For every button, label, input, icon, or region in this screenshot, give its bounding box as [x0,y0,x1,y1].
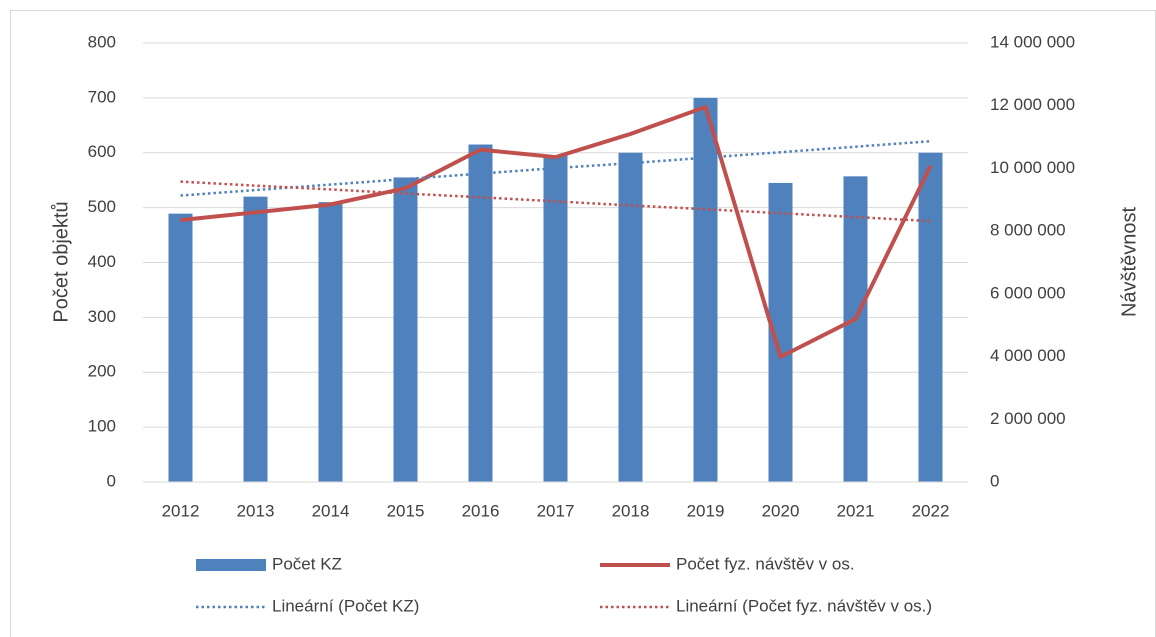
y-tick-label: 200 [88,362,116,381]
y2-tick-label: 2 000 000 [990,409,1066,428]
chart-frame [10,10,1156,637]
y2-tick-label: 12 000 000 [990,95,1075,114]
bar [843,176,868,482]
legend-label: Lineární (Počet fyz. návštěv v os.) [676,596,932,615]
legend-label: Počet KZ [272,554,342,573]
y-tick-label: 700 [88,87,116,106]
bar [468,144,493,483]
x-tick-label: 2020 [762,501,800,520]
bar [168,213,193,482]
x-tick-label: 2016 [462,501,500,520]
line [180,104,933,359]
bar [318,202,343,482]
y2-axis-title: Návštěvnost [1118,207,1140,317]
y-tick-label: 800 [88,32,116,51]
x-tick-label: 2017 [537,501,575,520]
legend-label: Počet fyz. návštěv v os. [676,554,855,573]
legend-swatch [196,559,266,571]
legend-label: Lineární (Počet KZ) [272,596,419,615]
x-tick-label: 2018 [612,501,650,520]
y2-tick-label: 4 000 000 [990,346,1066,365]
y-axis-title: Počet objektů [50,201,72,322]
trend-line [180,180,931,223]
bar [618,152,643,482]
bar [393,177,418,482]
y2-tick-label: 14 000 000 [990,32,1075,51]
bar [918,152,943,482]
y2-tick-label: 6 000 000 [990,283,1066,302]
y-tick-label: 300 [88,307,116,326]
x-tick-label: 2019 [687,501,725,520]
bar [243,196,268,482]
bar [693,97,718,482]
x-tick-label: 2014 [312,501,350,520]
x-tick-label: 2021 [837,501,875,520]
y-tick-label: 500 [88,197,116,216]
x-tick-label: 2022 [912,501,950,520]
trend-line [180,139,931,197]
y-tick-label: 100 [88,417,116,436]
y2-tick-label: 10 000 000 [990,158,1075,177]
bar [543,155,568,482]
x-tick-label: 2013 [237,501,275,520]
y-tick-label: 400 [88,252,116,271]
y2-tick-label: 0 [990,471,999,490]
y-tick-label: 0 [107,471,116,490]
y-tick-label: 600 [88,142,116,161]
x-tick-label: 2012 [162,501,200,520]
x-tick-label: 2015 [387,501,425,520]
y2-tick-label: 8 000 000 [990,221,1066,240]
